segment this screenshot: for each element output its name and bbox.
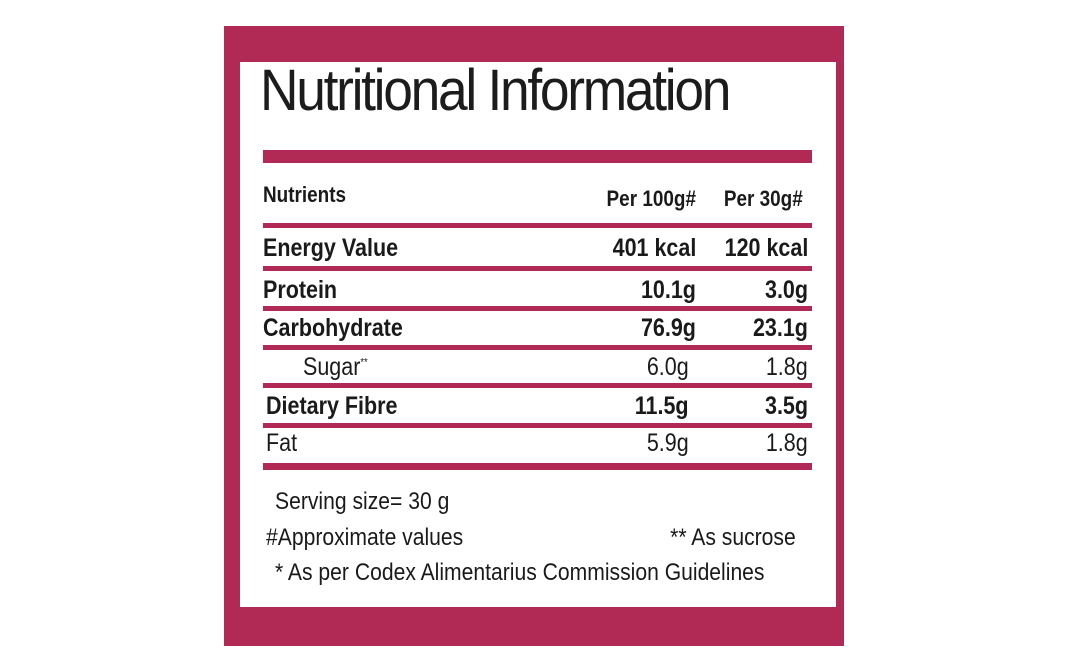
fat-per-100g: 5.9g [647, 429, 689, 457]
protein-per-100g: 10.1g [641, 276, 696, 304]
row-divider [263, 266, 812, 271]
carbohydrate-per-30g: 23.1g [753, 314, 808, 342]
row-label-carbohydrate: Carbohydrate [263, 314, 403, 342]
fat-per-30g: 1.8g [766, 429, 808, 457]
row-label-sugar: Sugar** [303, 355, 368, 380]
header-divider [263, 150, 812, 163]
sugar-footnote-mark: ** [360, 356, 368, 369]
table-bottom-divider [263, 463, 812, 470]
row-label-energy: Energy Value [263, 234, 399, 262]
fibre-per-30g: 3.5g [764, 392, 808, 420]
header-per-30g: Per 30g# [724, 186, 803, 211]
row-divider [263, 306, 812, 311]
row-divider [263, 423, 812, 428]
row-divider [263, 223, 812, 228]
approximate-values-note: #Approximate values [266, 524, 464, 551]
protein-per-30g: 3.0g [764, 276, 808, 304]
sugar-per-100g: 6.0g [647, 353, 689, 381]
codex-guidelines-note: * As per Codex Alimentarius Commission G… [275, 559, 765, 586]
sugar-label-text: Sugar [303, 353, 361, 381]
row-label-protein: Protein [263, 276, 338, 304]
carbohydrate-per-100g: 76.9g [641, 314, 696, 342]
row-label-fat: Fat [266, 429, 298, 457]
sugar-per-30g: 1.8g [766, 353, 808, 381]
row-label-dietary-fibre: Dietary Fibre [266, 392, 398, 420]
sucrose-note: ** As sucrose [670, 524, 796, 551]
header-nutrients: Nutrients [263, 182, 347, 207]
row-divider [263, 383, 812, 388]
header-per-100g: Per 100g# [606, 186, 696, 211]
row-divider [263, 345, 812, 350]
label-title: Nutritional Information [260, 58, 731, 123]
energy-per-30g: 120 kcal [724, 234, 808, 262]
serving-size-note: Serving size= 30 g [275, 488, 450, 515]
energy-per-100g: 401 kcal [612, 234, 696, 262]
fibre-per-100g: 11.5g [635, 392, 689, 420]
